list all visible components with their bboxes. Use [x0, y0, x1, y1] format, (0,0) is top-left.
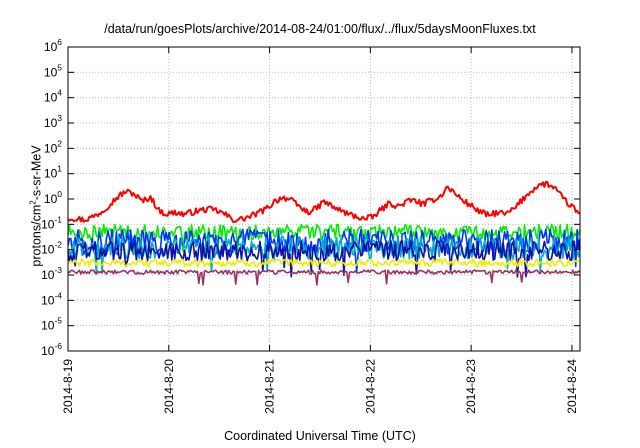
series-line: [67, 239, 581, 278]
y-tick-label: 105: [44, 62, 62, 79]
series-line: [67, 258, 581, 268]
y-tick-label: 104: [44, 88, 62, 105]
y-tick-label: 10-4: [41, 290, 62, 307]
series-line: [67, 223, 581, 253]
x-tick-label: 2014-8-20: [162, 359, 176, 414]
y-tick-label: 103: [44, 113, 62, 130]
x-tick-label: 2014-8-24: [565, 359, 579, 414]
y-tick-label: 10-2: [41, 240, 62, 257]
y-tick-label: 10-5: [41, 316, 62, 333]
y-axis-label-prefix: protons/cm: [29, 204, 44, 267]
y-axis-label-suffix: -s-sr-MeV: [29, 145, 44, 201]
chart-title: /data/run/goesPlots/archive/2014-08-24/0…: [104, 22, 536, 36]
y-tick-label: 101: [44, 164, 62, 181]
axis-ticks: 10-6 10-5 10-4 10-3 10-2 10-1 100 101 102 103 104 1…: [41, 37, 580, 414]
y-tick-label: 102: [44, 138, 62, 155]
x-axis-label: Coordinated Universal Time (UTC): [224, 429, 416, 443]
y-tick-label: 10-1: [41, 214, 62, 231]
series-lines: [67, 180, 581, 286]
y-tick-label: 106: [44, 37, 62, 54]
series-line: [67, 180, 581, 223]
x-tick-label: 2014-8-23: [464, 359, 478, 414]
series-line: [67, 235, 581, 275]
x-tick-label: 2014-8-22: [363, 359, 377, 414]
series-line: [67, 269, 581, 286]
x-tick-label: 2014-8-21: [263, 359, 277, 414]
y-tick-label: 10-3: [41, 265, 62, 282]
x-tick-label: 2014-8-19: [61, 359, 75, 414]
y-tick-label: 100: [44, 189, 62, 206]
y-axis-label-superscript: 2: [28, 200, 38, 205]
y-axis-label: protons/cm2-s-sr-MeV: [28, 145, 43, 266]
y-tick-label: 10-6: [41, 341, 62, 358]
